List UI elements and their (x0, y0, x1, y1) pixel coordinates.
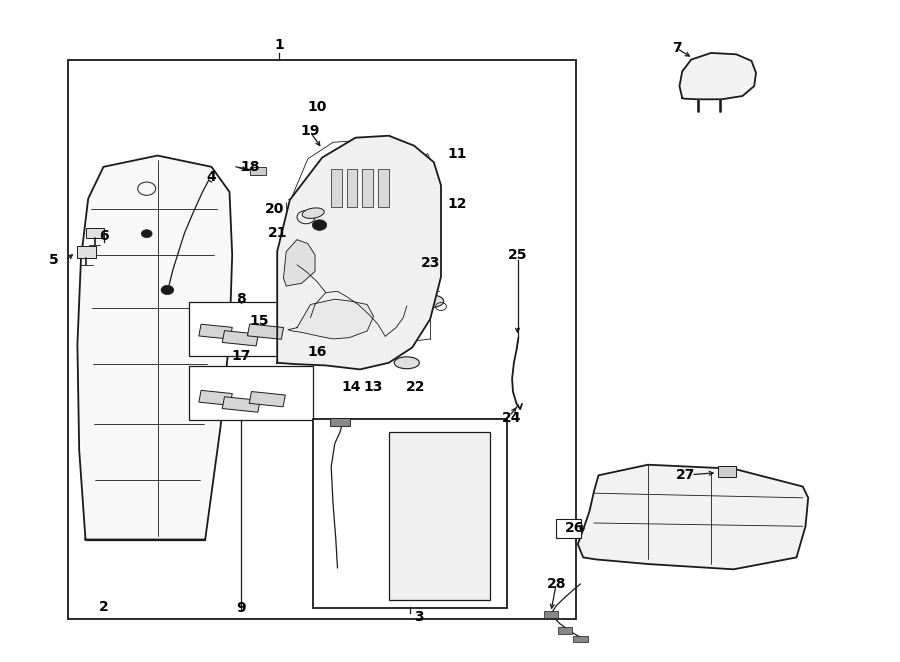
Bar (558, 627, 572, 634)
Polygon shape (288, 299, 374, 339)
Bar (573, 636, 588, 642)
Text: 7: 7 (672, 40, 681, 55)
Text: 21: 21 (267, 226, 287, 240)
Text: 23: 23 (420, 256, 440, 271)
Bar (330, 418, 350, 426)
Text: 9: 9 (237, 600, 246, 615)
Bar (250, 167, 266, 175)
Text: 26: 26 (564, 521, 584, 536)
Bar (718, 466, 736, 477)
Bar (86, 228, 104, 238)
Text: 11: 11 (447, 146, 467, 161)
Bar (389, 432, 490, 600)
Bar (313, 419, 507, 608)
Text: 20: 20 (265, 201, 284, 216)
Bar (199, 324, 232, 339)
Polygon shape (77, 156, 232, 540)
Text: 10: 10 (307, 100, 327, 115)
Text: 25: 25 (508, 248, 527, 262)
Circle shape (161, 285, 174, 295)
Bar (199, 391, 232, 405)
Text: 8: 8 (237, 292, 246, 307)
Text: 3: 3 (414, 610, 423, 624)
Polygon shape (680, 53, 756, 99)
Text: 18: 18 (240, 160, 260, 174)
Text: 4: 4 (207, 170, 216, 185)
Bar (346, 169, 357, 207)
Circle shape (312, 220, 327, 230)
Bar (222, 330, 258, 346)
Bar (248, 324, 284, 340)
Text: 12: 12 (447, 197, 467, 211)
Bar (362, 169, 373, 207)
Ellipse shape (302, 208, 324, 218)
Bar (331, 169, 342, 207)
Text: 5: 5 (50, 253, 58, 267)
Bar (378, 169, 389, 207)
Text: 1: 1 (274, 38, 284, 52)
Text: 22: 22 (406, 380, 426, 395)
Circle shape (141, 230, 152, 238)
Ellipse shape (415, 295, 444, 308)
Text: 24: 24 (501, 411, 521, 426)
Text: 17: 17 (231, 349, 251, 363)
Text: 13: 13 (364, 380, 383, 395)
Bar (544, 611, 558, 618)
Text: 15: 15 (249, 314, 269, 328)
Bar (68, 60, 576, 619)
Text: 6: 6 (99, 229, 108, 244)
Polygon shape (277, 136, 441, 369)
Text: 16: 16 (307, 345, 327, 359)
Polygon shape (284, 240, 315, 286)
Bar (76, 246, 96, 258)
Bar (189, 366, 313, 420)
Text: 14: 14 (341, 380, 361, 395)
Polygon shape (578, 465, 808, 569)
Text: 28: 28 (546, 577, 566, 591)
Bar (556, 519, 581, 538)
Bar (249, 391, 285, 407)
Bar (189, 302, 313, 356)
Text: 2: 2 (99, 600, 108, 614)
Bar (222, 397, 260, 412)
Ellipse shape (394, 357, 419, 369)
Text: 19: 19 (301, 124, 320, 138)
Text: 27: 27 (676, 468, 696, 483)
